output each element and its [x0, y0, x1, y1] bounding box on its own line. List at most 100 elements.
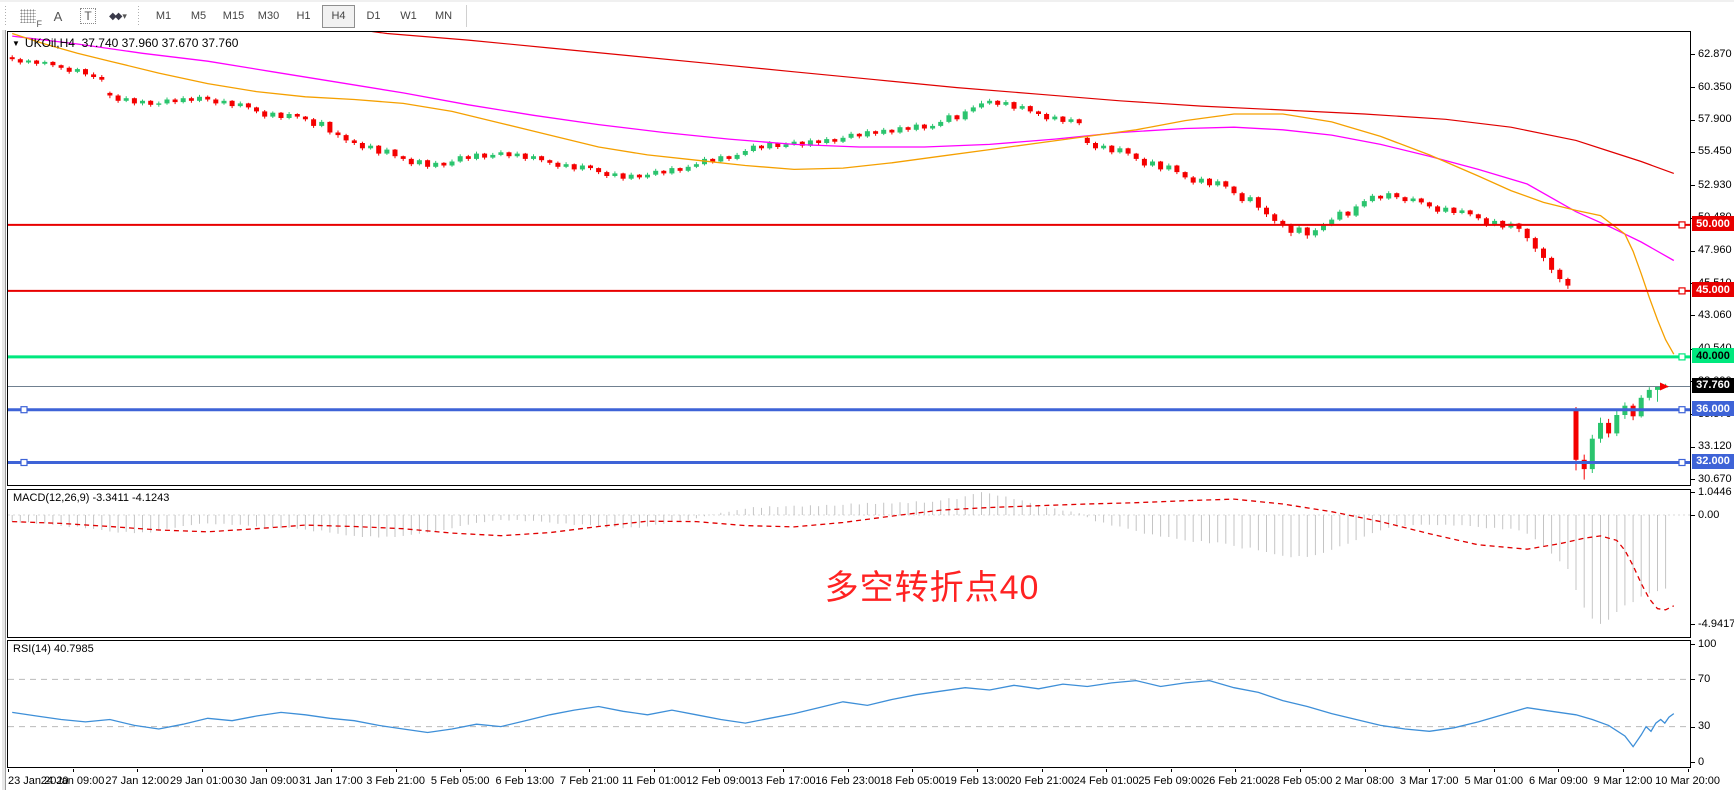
axis-label-rsi-0: 0: [1698, 755, 1705, 768]
date-label: 10 Mar 20:00: [1655, 775, 1721, 787]
annotation-text[interactable]: 多空转折点40: [824, 569, 1040, 607]
axis-tick-43.060: [1691, 315, 1695, 317]
draw-objects-icon[interactable]: ◆◆ ▾: [109, 10, 127, 22]
date-label: 6 Mar 09:00: [1529, 775, 1588, 787]
axis-label-43.060: 43.060: [1698, 308, 1732, 321]
timeframe-button-m30[interactable]: M30: [257, 10, 280, 22]
macd-canvas[interactable]: [8, 490, 1690, 637]
hline-36.000[interactable]: [8, 406, 1690, 414]
price-badge-36.000[interactable]: 36.000: [1692, 401, 1734, 417]
date-label: 29 Jan 01:00: [169, 775, 234, 787]
price-badge-32.000[interactable]: 32.000: [1692, 453, 1734, 469]
date-tick: [137, 769, 139, 772]
price-axis[interactable]: 62.87060.35057.90055.45052.93050.48047.9…: [1691, 31, 1734, 768]
axis-tick-47.960: [1691, 250, 1695, 252]
timeframe-button-m1[interactable]: M1: [155, 10, 172, 22]
date-tick: [72, 769, 74, 772]
price-badge-50.000[interactable]: 50.000: [1692, 216, 1734, 232]
date-tick: [1364, 769, 1366, 772]
axis-label-52.930: 52.930: [1698, 178, 1732, 191]
date-label: 23 Jan 2020: [8, 775, 69, 787]
axis-tick-60.350: [1691, 87, 1695, 89]
axis-label-macd-0.00: 0.00: [1698, 508, 1720, 521]
axis-label-62.870: 62.870: [1698, 47, 1732, 60]
ma-mid-line: [12, 35, 1675, 262]
date-label: 24 Feb 01:00: [1073, 775, 1139, 787]
date-label: 12 Feb 09:00: [686, 775, 752, 787]
date-tick: [1493, 769, 1495, 772]
date-tick: [1623, 769, 1624, 772]
date-label: 5 Feb 05:00: [430, 775, 490, 787]
axis-label-rsi-100: 100: [1698, 637, 1717, 650]
ma-slow-line: [371, 32, 1675, 174]
macd-indicator-label: MACD(12,26,9) -3.3411 -4.1243: [13, 492, 170, 504]
date-tick: [266, 769, 268, 772]
hline-45.000[interactable]: [8, 287, 1690, 295]
date-tick: [1429, 769, 1431, 772]
timeframe-button-d1[interactable]: D1: [366, 10, 381, 22]
date-tick: [1687, 769, 1689, 772]
axis-tick-52.930: [1691, 185, 1695, 187]
timeframe-button-mn[interactable]: MN: [434, 10, 453, 22]
ma-fast-line: [12, 32, 1675, 355]
price-badge-45.000[interactable]: 45.000: [1692, 282, 1734, 298]
rsi-line: [12, 679, 1675, 748]
date-label: 2 Mar 08:00: [1335, 775, 1394, 787]
timeframe-button-h1[interactable]: H1: [296, 10, 311, 22]
hline-40.000[interactable]: [8, 353, 1690, 361]
ohlc-values: 37.740 37.960 37.670 37.760: [81, 36, 239, 50]
toolbar-drag-handle-2[interactable]: [137, 6, 142, 26]
current-price-badge[interactable]: 37.760: [1692, 377, 1734, 393]
time-axis[interactable]: 23 Jan 2020 24 Jan 09:00 27 Jan 12:00 29 Ja…: [7, 769, 1720, 790]
toolbar-separator: [466, 5, 467, 27]
text-a-icon[interactable]: A: [53, 8, 63, 24]
macd-signal-line: [12, 498, 1675, 611]
axis-tick-macd--4.9417: [1691, 624, 1695, 625]
timeframe-button-m15[interactable]: M15: [222, 10, 245, 22]
date-tick: [1170, 769, 1172, 772]
indicator-grid-icon[interactable]: F: [16, 5, 42, 29]
axis-label-55.450: 55.450: [1698, 145, 1732, 158]
date-label: 26 Feb 21:00: [1202, 775, 1268, 787]
symbol-timeframe: UKOil,H4: [24, 36, 75, 50]
date-tick: [977, 769, 978, 772]
date-label: 16 Feb 23:00: [815, 775, 881, 787]
chevron-down-icon[interactable]: ▾: [122, 10, 127, 21]
rsi-canvas[interactable]: [8, 641, 1690, 767]
rsi-panel[interactable]: [7, 640, 1691, 768]
date-label: 3 Feb 21:00: [366, 775, 425, 787]
date-label: 18 Feb 05:00: [879, 775, 945, 787]
text-box-icon[interactable]: T: [76, 5, 100, 27]
price-chart-panel[interactable]: [7, 31, 1691, 486]
toolbar-drag-handle[interactable]: [4, 6, 9, 26]
macd-histogram: [11, 492, 1667, 624]
dropdown-triangle-icon[interactable]: ▼: [12, 39, 20, 48]
date-tick: [847, 769, 849, 772]
axis-tick-rsi-0: [1691, 762, 1695, 763]
date-tick: [1106, 769, 1108, 772]
axis-label-60.350: 60.350: [1698, 80, 1732, 93]
date-tick: [654, 769, 655, 772]
price-badge-40.000[interactable]: 40.000: [1692, 348, 1734, 364]
timeframe-button-h4[interactable]: H4: [322, 4, 355, 28]
timeframe-button-m5[interactable]: M5: [190, 10, 207, 22]
axis-label-30.670: 30.670: [1698, 472, 1732, 485]
timeframe-button-w1[interactable]: W1: [400, 10, 417, 22]
date-label: 9 Mar 12:00: [1593, 775, 1653, 787]
date-label: 20 Feb 21:00: [1009, 775, 1075, 787]
date-tick: [395, 769, 397, 772]
date-label: 3 Mar 17:00: [1399, 775, 1459, 787]
date-tick: [460, 769, 462, 772]
price-chart-canvas[interactable]: [8, 32, 1690, 485]
date-tick: [1300, 769, 1301, 772]
date-label: 7 Feb 21:00: [560, 775, 619, 787]
hline-32.000[interactable]: [8, 458, 1690, 467]
axis-tick-30.670: [1691, 479, 1695, 481]
date-tick: [589, 769, 591, 772]
candles[interactable]: [9, 55, 1669, 480]
axis-label-33.120: 33.120: [1698, 440, 1732, 453]
hline-50.000[interactable]: [8, 221, 1690, 229]
timeframe-buttons: M1 M5 M15 M30 H1 H4 D1 W1 MN: [146, 4, 461, 28]
macd-panel[interactable]: [7, 489, 1691, 638]
